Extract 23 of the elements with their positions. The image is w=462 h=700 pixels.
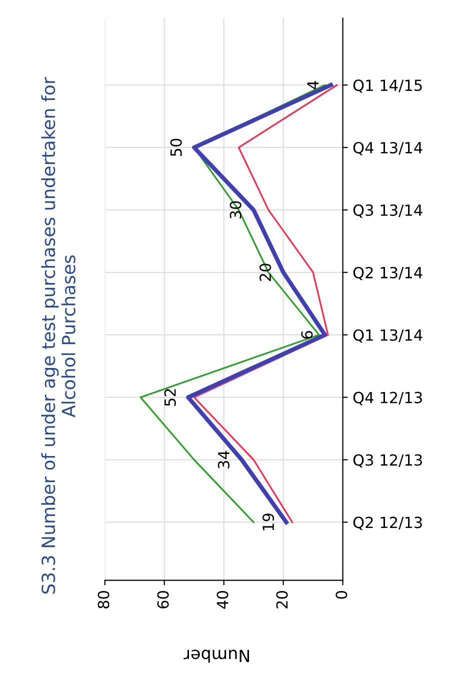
y-tick-label: Q2 13/14	[353, 266, 422, 280]
data-label: 52	[164, 389, 176, 406]
y-tick-label: Q1 13/14	[353, 329, 422, 343]
y-tick-label: Q1 14/15	[353, 79, 422, 93]
x-axis-title: Number	[184, 650, 249, 663]
x-tick-label: 20	[276, 591, 288, 608]
data-label: 30	[230, 201, 242, 218]
data-label: 19	[262, 514, 274, 530]
x-tick-label: 80	[98, 591, 110, 608]
y-tick-label: Q3 13/14	[353, 204, 422, 218]
data-label: 20	[260, 264, 272, 281]
y-tick-label: Q3 12/13	[353, 454, 422, 468]
x-tick-label: 0	[336, 591, 348, 599]
y-tick-label: Q4 13/14	[353, 142, 422, 156]
data-label: 6	[301, 330, 313, 339]
x-tick-label: 40	[216, 591, 228, 609]
data-label: 34	[218, 450, 230, 468]
text: S3.3 Number of under age test purchases undertaken for Alcohol Purchases	[41, 77, 76, 594]
data-label: 50	[170, 138, 182, 156]
y-tick-label: Q4 12/13	[353, 392, 422, 406]
x-tick-label: 60	[157, 591, 169, 608]
data-label: 4	[307, 81, 318, 90]
y-tick-label: Q2 12/13	[353, 516, 422, 530]
